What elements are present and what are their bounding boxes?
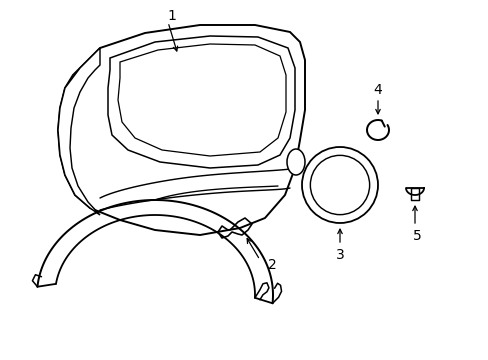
Text: 1: 1 bbox=[167, 9, 176, 23]
Text: 2: 2 bbox=[267, 258, 276, 272]
Ellipse shape bbox=[286, 149, 305, 175]
Polygon shape bbox=[58, 25, 305, 235]
Polygon shape bbox=[58, 48, 100, 215]
Circle shape bbox=[302, 147, 377, 223]
Text: 3: 3 bbox=[335, 248, 344, 262]
Polygon shape bbox=[108, 36, 294, 168]
Text: 5: 5 bbox=[412, 229, 421, 243]
Text: 4: 4 bbox=[373, 83, 382, 97]
Polygon shape bbox=[118, 44, 285, 156]
Circle shape bbox=[310, 156, 369, 215]
